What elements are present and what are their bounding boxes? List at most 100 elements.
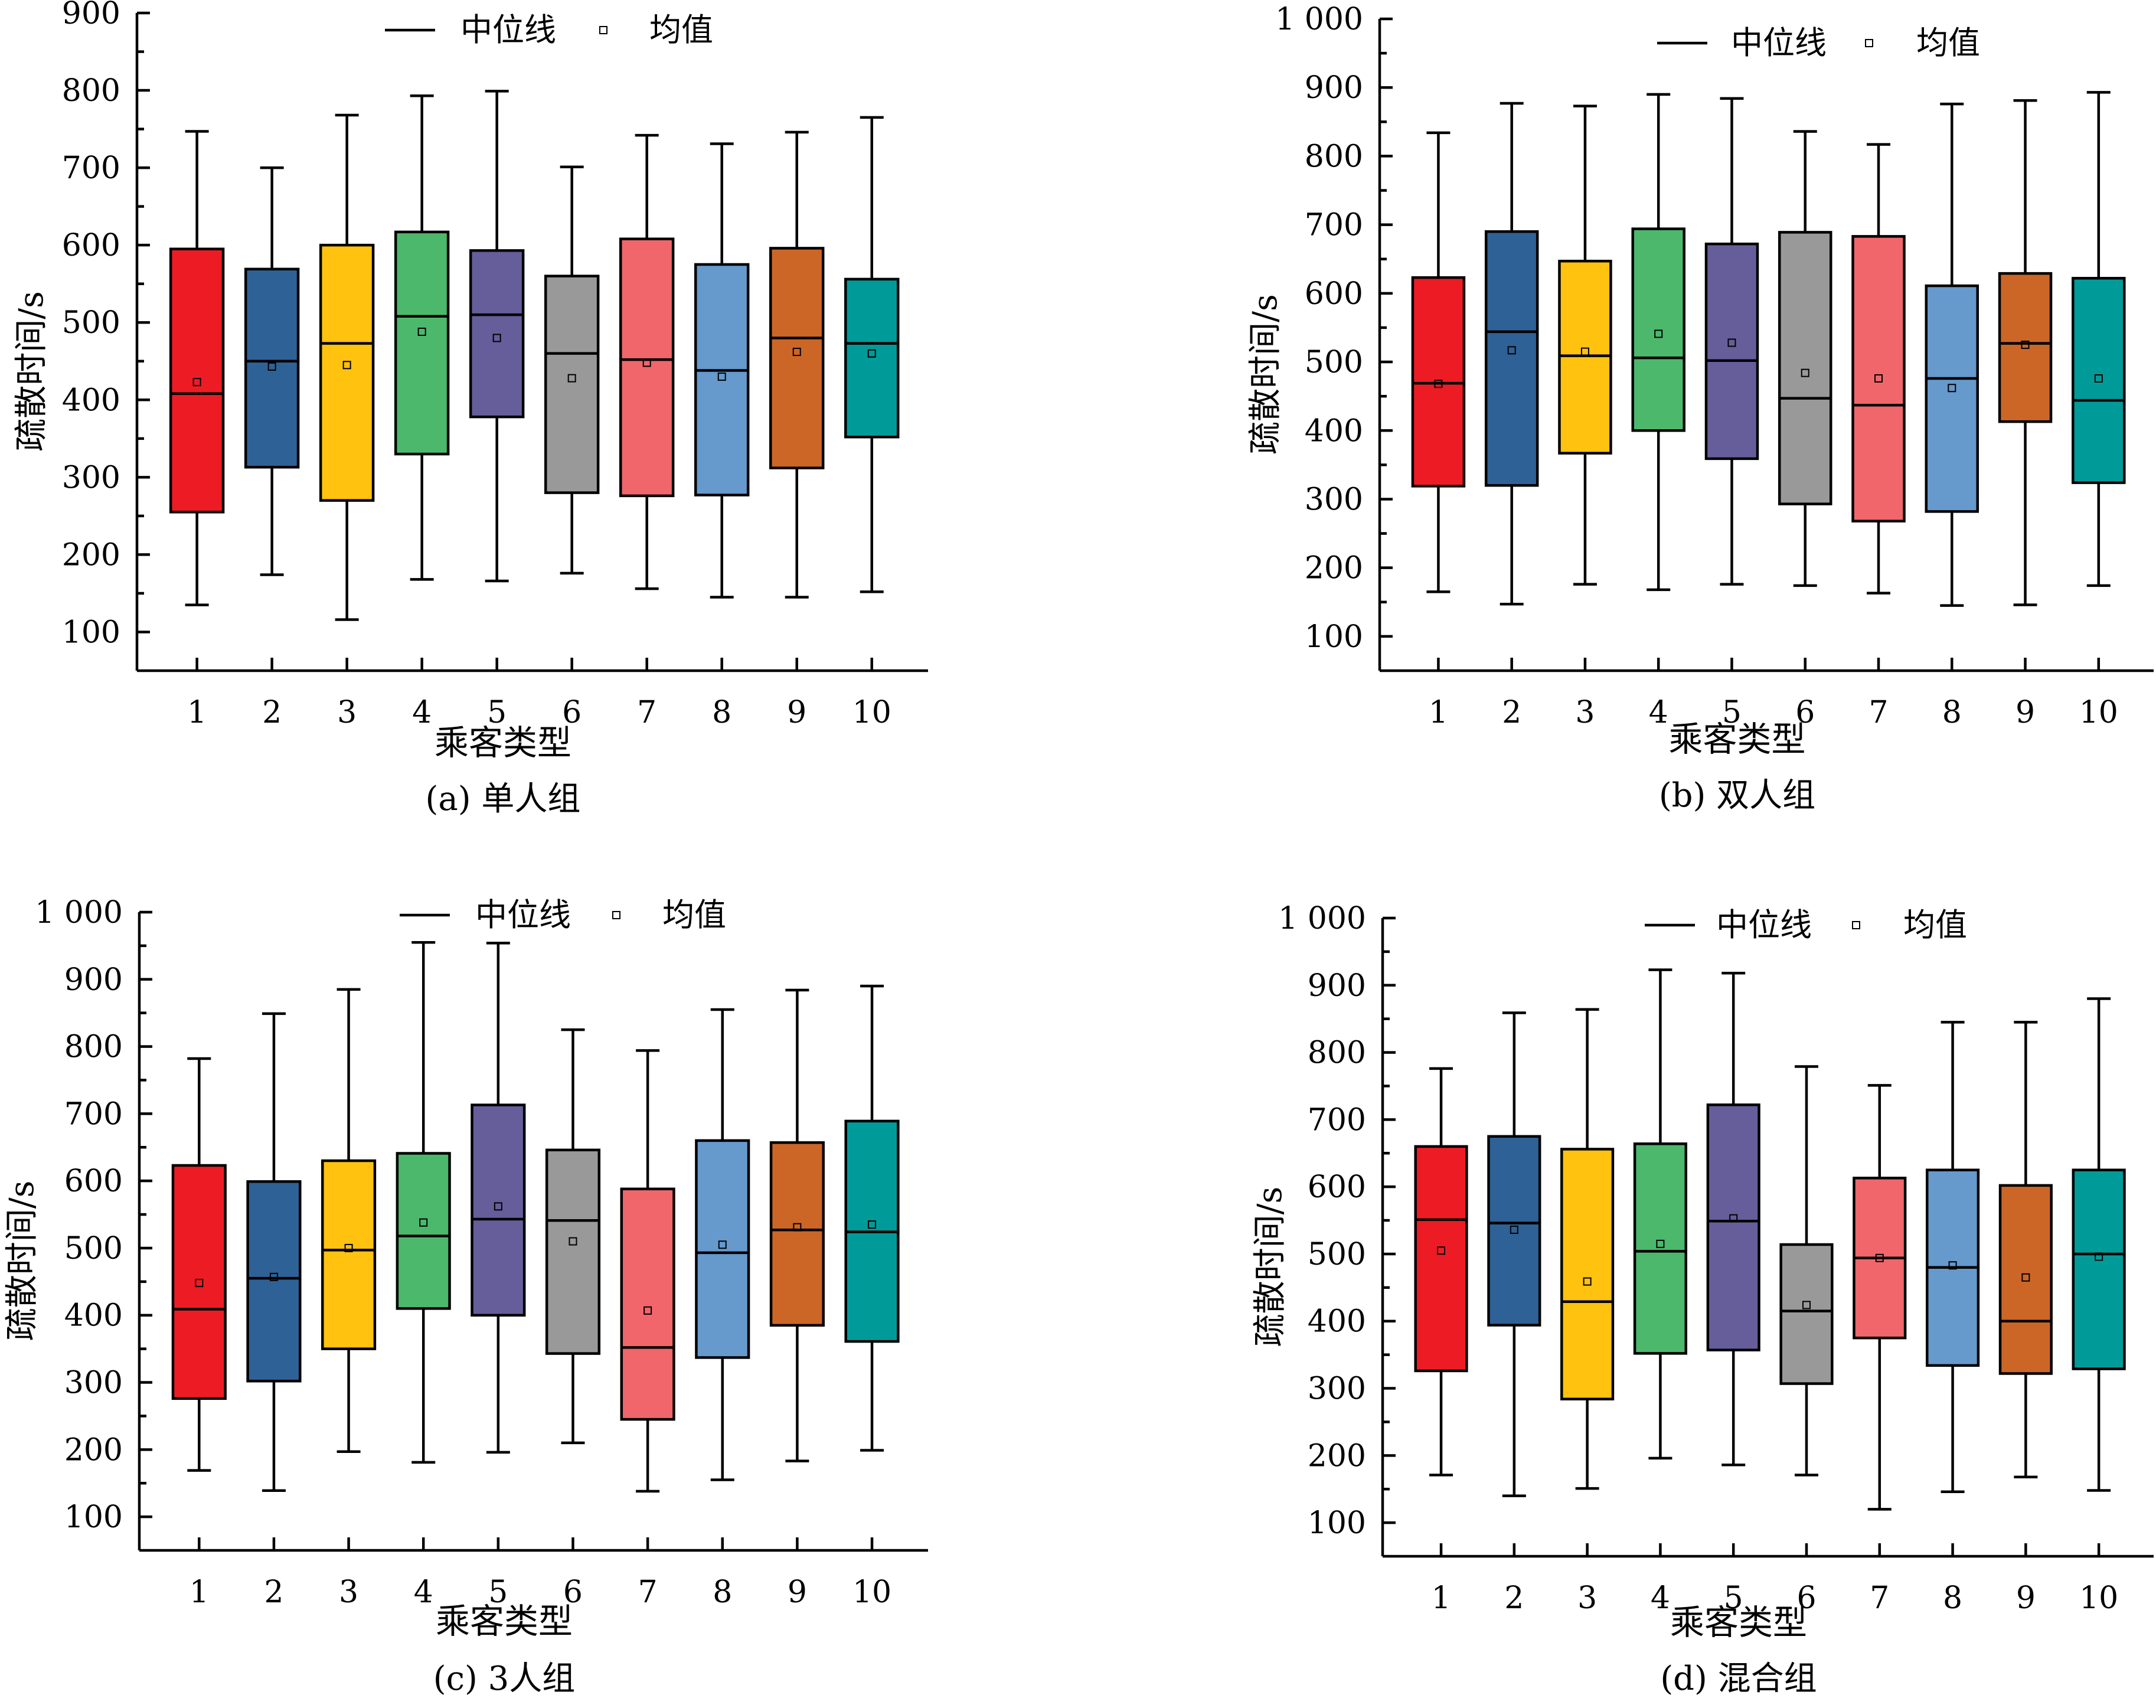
y-tick-label: 100 (1305, 619, 1363, 655)
box-2: 2 (244, 166, 300, 730)
mean-marker (1727, 338, 1736, 347)
x-tick-label: 4 (1649, 695, 1668, 730)
y-tick-label: 200 (1305, 551, 1363, 586)
mean-marker (643, 1306, 652, 1315)
mean-marker (1948, 1261, 1957, 1270)
mean-marker (1654, 329, 1663, 338)
chart-panel-2: 100 200 300 400 500 600 700 800 900 1 000 1 2 3 4 5 6 7 8… (1246, 2, 2154, 815)
iqr-box (171, 1164, 227, 1400)
iqr-box (769, 247, 825, 469)
mean-marker (2021, 341, 2030, 349)
box-9: 9 (769, 988, 825, 1610)
box-6: 6 (545, 1028, 601, 1610)
box-3: 3 (1560, 1008, 1615, 1616)
box-8: 8 (694, 142, 750, 730)
box-1: 1 (1414, 1067, 1468, 1616)
x-tick-label: 3 (1577, 1580, 1597, 1616)
y-tick-label: 300 (64, 1366, 123, 1401)
mean-marker (1437, 1246, 1446, 1255)
x-tick-label: 6 (562, 695, 582, 730)
box-4: 4 (394, 94, 450, 730)
box-5: 5 (1706, 972, 1760, 1616)
mean-marker (1802, 1301, 1811, 1309)
mean-marker (717, 372, 726, 381)
legend-mean-swatch (599, 26, 607, 34)
x-tick-label: 2 (262, 695, 282, 730)
iqr-box (1998, 1184, 2053, 1375)
y-tick-label: 700 (1305, 208, 1363, 243)
y-tick-label: 200 (64, 1432, 123, 1468)
mean-marker (1507, 346, 1516, 355)
x-tick-label: 3 (1575, 695, 1595, 730)
x-tick-label: 6 (563, 1575, 583, 1610)
mean-marker (1729, 1214, 1738, 1223)
iqr-box (469, 249, 525, 419)
y-tick-label: 900 (1305, 70, 1363, 106)
y-tick-label: 300 (1305, 482, 1363, 517)
legend-mean-label: 均值 (1903, 906, 1967, 943)
iqr-box (1706, 1103, 1760, 1351)
y-tick-label: 900 (64, 962, 123, 998)
iqr-box (169, 247, 225, 514)
legend-median-label: 中位线 (1731, 24, 1827, 61)
iqr-box (695, 1139, 750, 1359)
y-tick-label: 900 (62, 0, 120, 31)
legend-mean-label: 均值 (662, 896, 726, 933)
x-tick-label: 10 (2079, 695, 2118, 730)
iqr-box (246, 1180, 302, 1383)
mean-marker (867, 349, 876, 358)
box-9: 9 (1998, 1021, 2053, 1616)
x-tick-label: 8 (712, 695, 731, 730)
iqr-box (321, 1159, 377, 1350)
iqr-box (545, 1148, 601, 1355)
y-tick-label: 400 (62, 383, 120, 418)
iqr-box (1414, 1145, 1468, 1373)
x-tick-label: 5 (488, 1575, 508, 1610)
mean-marker (1434, 380, 1443, 388)
x-axis-title: 乘客类型 (1670, 1602, 1807, 1642)
legend-median-label: 中位线 (475, 896, 571, 933)
mean-marker (1875, 1253, 1884, 1262)
mean-marker (1580, 347, 1589, 356)
box-6: 6 (1778, 130, 1832, 730)
box-7: 7 (620, 1049, 675, 1610)
iqr-box (1411, 276, 1466, 488)
y-tick-label: 500 (64, 1231, 123, 1266)
mean-marker (1656, 1239, 1665, 1248)
y-tick-label: 500 (62, 305, 120, 341)
legend-mean-swatch (612, 911, 620, 919)
box-3: 3 (321, 988, 377, 1610)
iqr-box (1998, 272, 2053, 423)
y-axis-title: 疏散时间/s (3, 1181, 41, 1341)
box-5: 5 (469, 90, 525, 730)
x-tick-label: 1 (190, 1575, 209, 1610)
panel-caption: (b) 双人组 (1659, 776, 1815, 815)
box-8: 8 (1925, 1021, 1980, 1616)
chart-panel-3: 100 200 300 400 500 600 700 800 900 1 000 1 2 3 4 5 6 7 8… (3, 895, 928, 1698)
x-tick-label: 9 (2015, 695, 2035, 730)
y-tick-label: 400 (1308, 1304, 1366, 1340)
box-9: 9 (1998, 99, 2053, 730)
iqr-box (769, 1141, 825, 1327)
box-10: 10 (2072, 997, 2126, 1616)
legend: 中位线 均值 (400, 896, 726, 933)
box-6: 6 (1779, 1065, 1834, 1616)
x-tick-label: 3 (339, 1575, 358, 1610)
box-5: 5 (471, 942, 526, 1610)
y-tick-label: 500 (1305, 345, 1363, 380)
mean-marker (567, 374, 576, 383)
legend: 中位线 均值 (385, 11, 713, 48)
iqr-box (1851, 235, 1906, 522)
box-7: 7 (1851, 143, 1906, 730)
box-1: 1 (171, 1057, 227, 1610)
y-tick-label: 400 (1305, 413, 1363, 449)
x-tick-label: 9 (787, 695, 806, 730)
legend-mean-swatch (1852, 921, 1860, 929)
y-tick-label: 600 (64, 1164, 123, 1199)
chart-panel-4: 100 200 300 400 500 600 700 800 900 1 000 1 2 3 4 5 6 7 8… (1251, 901, 2154, 1698)
y-tick-label: 700 (1308, 1102, 1366, 1138)
box-1: 1 (169, 130, 225, 730)
iqr-box (1560, 1148, 1615, 1400)
y-tick-label: 700 (62, 151, 120, 186)
iqr-box (1558, 259, 1612, 455)
